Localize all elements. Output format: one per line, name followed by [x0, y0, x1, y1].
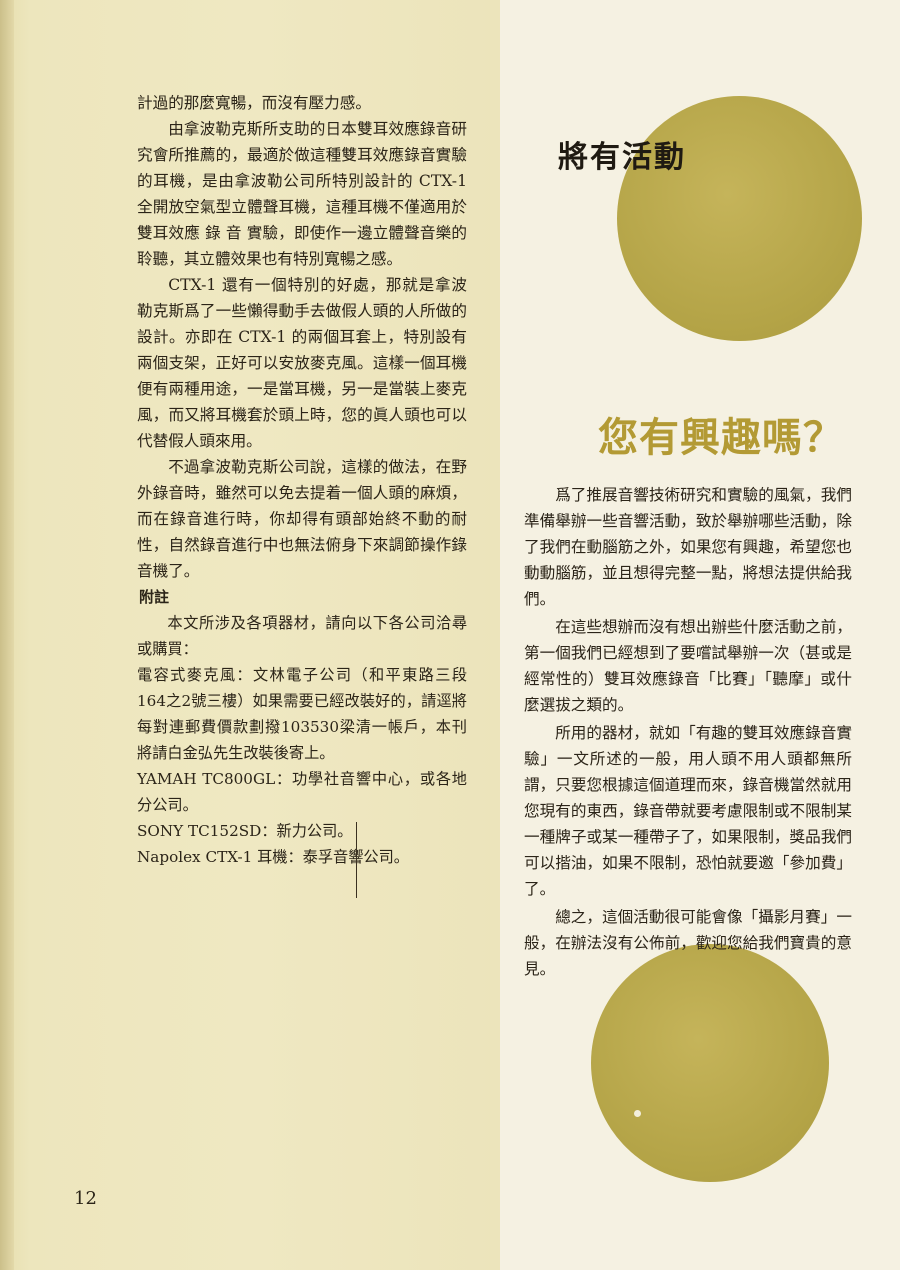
event-paragraph-2: 在這些想辦而沒有想出辦些什麼活動之前，第一個我們已經想到了要嚐試舉辦一次（甚或是…: [524, 614, 852, 718]
vertical-divider: [356, 822, 357, 898]
article-paragraph-1: 計過的那麼寬暢，而沒有壓力感。: [137, 90, 467, 116]
note-item-sony: SONY TC152SD：新力公司。: [137, 818, 467, 844]
page-number: 12: [74, 1188, 97, 1209]
interest-heading: 您有興趣嗎？: [598, 405, 844, 463]
note-item-napolex: Napolex CTX-1 耳機：泰孚音響公司。: [137, 844, 467, 870]
binding-edge: [0, 0, 14, 1270]
article-paragraph-3: CTX-1 還有一個特別的好處，那就是拿波勒克斯爲了一些懶得動手去做假人頭的人所…: [137, 272, 467, 454]
event-paragraph-1: 爲了推展音響技術研究和實驗的風氣，我們準備舉辦一些音響活動，致於舉辦哪些活動，除…: [524, 482, 852, 612]
upcoming-events-heading: 將有活動: [558, 132, 686, 176]
decorative-dot: [634, 1110, 641, 1117]
article-paragraph-2: 由拿波勒克斯所支助的日本雙耳效應錄音研究會所推薦的，最適於做這種雙耳效應錄音實驗…: [137, 116, 467, 272]
note-heading: 附註: [137, 584, 467, 610]
article-paragraph-4: 不過拿波勒克斯公司說，這樣的做法，在野外錄音時，雖然可以免去提着一個人頭的麻煩，…: [137, 454, 467, 584]
note-item-mic: 電容式麥克風：文林電子公司（和平東路三段164之2號三樓）如果需要已經改裝好的，…: [137, 662, 467, 766]
note-intro: 本文所涉及各項器材，請向以下各公司洽尋或購買：: [137, 610, 467, 662]
left-article-column: 計過的那麼寬暢，而沒有壓力感。 由拿波勒克斯所支助的日本雙耳效應錄音研究會所推薦…: [137, 90, 467, 870]
note-item-yamaha: YAMAH TC800GL：功學社音響中心，或各地分公司。: [137, 766, 467, 818]
event-paragraph-3: 所用的器材，就如「有趣的雙耳效應錄音實驗」一文所述的一般，用人頭不用人頭都無所謂…: [524, 720, 852, 902]
right-article-column: 爲了推展音響技術研究和實驗的風氣，我們準備舉辦一些音響活動，致於舉辦哪些活動，除…: [524, 482, 852, 984]
event-paragraph-4: 總之，這個活動很可能會像「攝影月賽」一般，在辦法沒有公佈前，歡迎您給我們寶貴的意…: [524, 904, 852, 982]
